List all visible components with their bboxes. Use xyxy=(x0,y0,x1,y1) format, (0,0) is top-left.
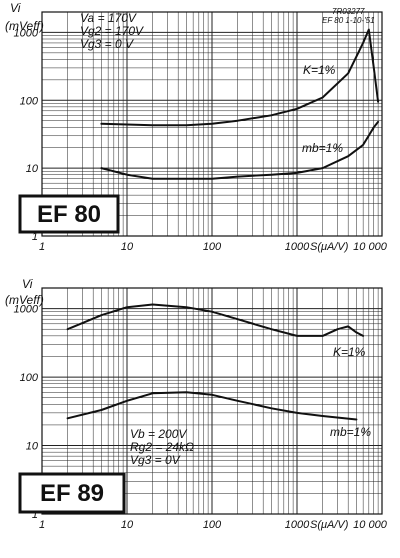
tube-name: EF 89 xyxy=(40,480,104,507)
ref-code: 7R03277 xyxy=(332,7,365,16)
series-line xyxy=(100,120,380,180)
y-tick-label: 1 xyxy=(32,509,38,521)
x-tick-label: 100 xyxy=(203,241,222,253)
x-tick-label: 1 xyxy=(39,241,45,253)
y-tick-label: 10 xyxy=(26,441,39,453)
series-label: K=1% xyxy=(333,345,366,359)
condition-line: Va = 170V xyxy=(80,11,137,25)
condition-line: Vg3 = 0V xyxy=(130,453,181,467)
y-tick-label: 1000 xyxy=(14,304,39,316)
x-tick-label: 1000 xyxy=(285,519,310,531)
condition-line: Vg3 = 0 V xyxy=(80,37,134,51)
x-tick-label: 100 xyxy=(203,519,222,531)
y-axis-unit: (mVeff) xyxy=(5,19,44,33)
grid xyxy=(41,11,383,237)
y-axis-label: Vi xyxy=(22,277,33,291)
x-axis-label: S(μA/V) xyxy=(310,519,349,531)
series-label: mb=1% xyxy=(302,141,343,155)
tube-name-box xyxy=(18,472,126,514)
series-line xyxy=(66,391,358,421)
condition-line: Vg2 = 170V xyxy=(80,24,144,38)
x-axis-label: S(μA/V) xyxy=(310,241,349,253)
x-tick-label: 10 000 xyxy=(353,519,388,531)
y-tick-label: 100 xyxy=(20,372,39,384)
tube-name: EF 80 xyxy=(37,201,101,228)
x-tick-label: 1000 xyxy=(285,241,310,253)
y-tick-label: 1 xyxy=(32,231,38,243)
y-tick-label: 100 xyxy=(20,95,39,107)
x-tick-label: 10 xyxy=(121,241,134,253)
series-line xyxy=(66,303,365,337)
grid xyxy=(41,287,383,515)
condition-line: Vb = 200V xyxy=(130,427,187,441)
series-label: K=1% xyxy=(303,63,336,77)
y-tick-label: 1000 xyxy=(14,27,39,39)
series-label: mb=1% xyxy=(330,425,371,439)
plot-frame xyxy=(41,11,383,237)
series-line xyxy=(100,28,380,127)
y-axis-unit: (mVeff) xyxy=(5,293,44,307)
y-axis-label: Vi xyxy=(10,1,21,15)
y-tick-label: 10 xyxy=(26,163,39,175)
chart-ef89: 1 10 100 1000 10 000 1000 100 10 1 Vi (mVeff) S(μA/… xyxy=(5,277,388,531)
tube-name-box xyxy=(18,194,120,234)
ref-date: EF 80 1-10-'51 xyxy=(322,16,375,25)
x-tick-label: 10 xyxy=(121,519,134,531)
condition-line: Rg2 = 24kΩ xyxy=(130,440,194,454)
x-tick-label: 10 000 xyxy=(353,241,388,253)
chart-ef80: 1 10 100 1000 10 000 1000 100 10 1 Vi (mVeff) S(μA/… xyxy=(5,1,388,253)
plot-frame xyxy=(41,287,383,515)
x-tick-label: 1 xyxy=(39,519,45,531)
